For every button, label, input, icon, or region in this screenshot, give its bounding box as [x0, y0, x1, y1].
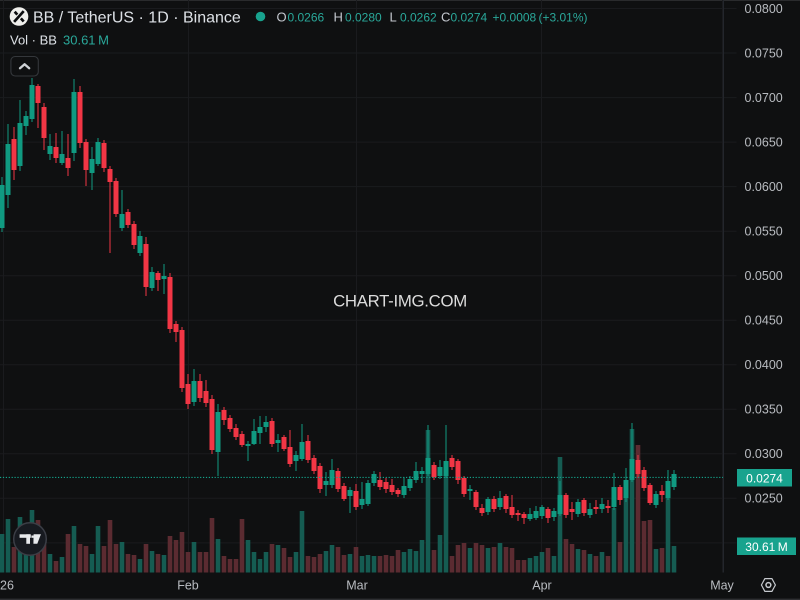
- svg-text:May: May: [710, 579, 734, 593]
- svg-text:(+3.01%): (+3.01%): [539, 10, 588, 24]
- svg-text:0.0600: 0.0600: [745, 180, 783, 194]
- svg-text:0.0700: 0.0700: [745, 91, 783, 105]
- svg-text:0.0750: 0.0750: [745, 46, 783, 60]
- svg-text:0.0274: 0.0274: [451, 10, 488, 24]
- svg-text:BB / TetherUS · 1D · Binance: BB / TetherUS · 1D · Binance: [33, 10, 241, 27]
- svg-text:0.0266: 0.0266: [288, 10, 325, 24]
- svg-text:0.0500: 0.0500: [745, 269, 783, 283]
- svg-text:0.0350: 0.0350: [745, 403, 783, 417]
- svg-text:26: 26: [0, 579, 14, 593]
- svg-text:+0.0008: +0.0008: [493, 10, 537, 24]
- svg-text:H: H: [334, 9, 343, 24]
- svg-text:0.0280: 0.0280: [345, 10, 382, 24]
- svg-text:CHART-IMG.COM: CHART-IMG.COM: [333, 292, 467, 311]
- svg-text:Vol · BB: Vol · BB: [10, 33, 57, 48]
- svg-text:0.0274: 0.0274: [746, 471, 783, 485]
- svg-text:0.0800: 0.0800: [745, 2, 783, 16]
- svg-text:0.0550: 0.0550: [745, 225, 783, 239]
- svg-text:0.0450: 0.0450: [745, 314, 783, 328]
- svg-text:0.0250: 0.0250: [745, 492, 783, 506]
- svg-text:C: C: [441, 9, 450, 24]
- svg-text:Mar: Mar: [346, 579, 368, 593]
- svg-text:O: O: [277, 9, 287, 24]
- svg-text:30.61 M: 30.61 M: [63, 33, 109, 48]
- svg-text:0.0650: 0.0650: [745, 136, 783, 150]
- svg-text:30.61 M: 30.61 M: [745, 540, 787, 554]
- svg-text:Apr: Apr: [532, 579, 551, 593]
- svg-text:0.0262: 0.0262: [400, 10, 437, 24]
- svg-text:0.0400: 0.0400: [745, 358, 783, 372]
- svg-text:0.0300: 0.0300: [745, 447, 783, 461]
- svg-text:L: L: [390, 9, 397, 24]
- svg-text:Feb: Feb: [177, 579, 199, 593]
